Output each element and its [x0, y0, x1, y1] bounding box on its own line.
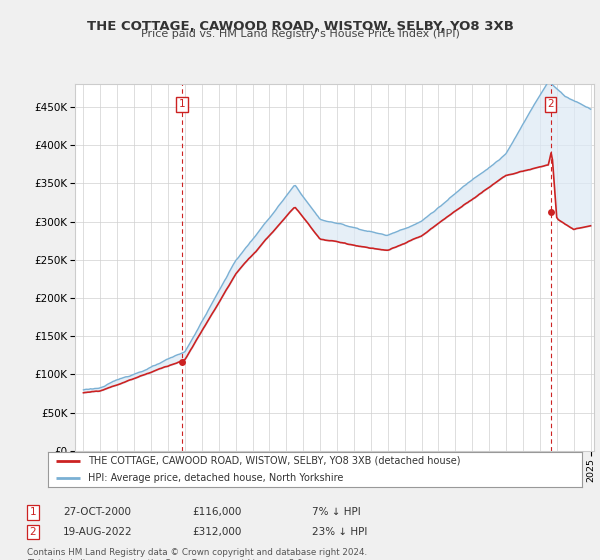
Text: HPI: Average price, detached house, North Yorkshire: HPI: Average price, detached house, Nort…	[88, 473, 343, 483]
Text: THE COTTAGE, CAWOOD ROAD, WISTOW, SELBY, YO8 3XB: THE COTTAGE, CAWOOD ROAD, WISTOW, SELBY,…	[86, 20, 514, 32]
Text: £116,000: £116,000	[192, 507, 241, 517]
Text: Contains HM Land Registry data © Crown copyright and database right 2024.
This d: Contains HM Land Registry data © Crown c…	[27, 548, 367, 560]
Text: THE COTTAGE, CAWOOD ROAD, WISTOW, SELBY, YO8 3XB (detached house): THE COTTAGE, CAWOOD ROAD, WISTOW, SELBY,…	[88, 456, 461, 466]
Text: Price paid vs. HM Land Registry's House Price Index (HPI): Price paid vs. HM Land Registry's House …	[140, 29, 460, 39]
Text: £312,000: £312,000	[192, 527, 241, 537]
Text: 1: 1	[29, 507, 37, 517]
Text: 27-OCT-2000: 27-OCT-2000	[63, 507, 131, 517]
Text: 2: 2	[29, 527, 37, 537]
Text: 1: 1	[179, 99, 185, 109]
Text: 23% ↓ HPI: 23% ↓ HPI	[312, 527, 367, 537]
Text: 2: 2	[547, 99, 554, 109]
Text: 7% ↓ HPI: 7% ↓ HPI	[312, 507, 361, 517]
Text: 19-AUG-2022: 19-AUG-2022	[63, 527, 133, 537]
